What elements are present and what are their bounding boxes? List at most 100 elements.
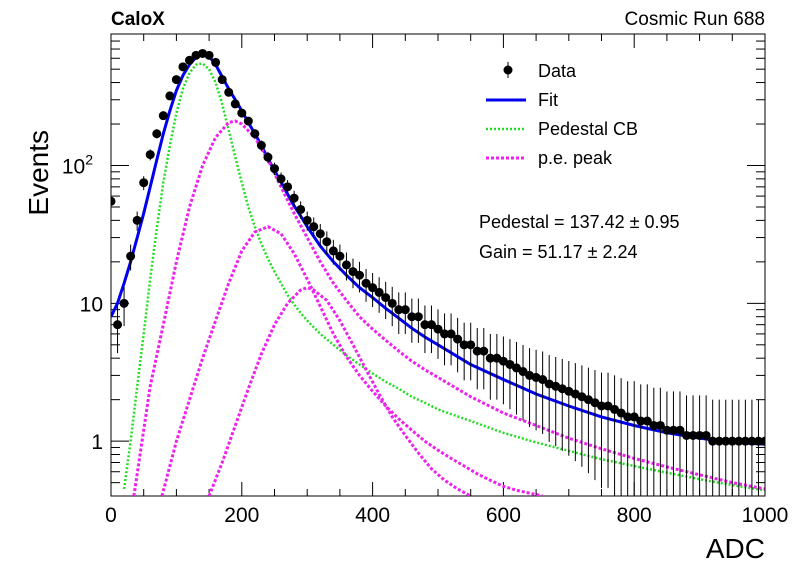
data-point [165,91,175,101]
curve-fit [111,52,765,446]
x-tick-label: 200 [224,504,259,527]
y-tick-label: 102 [62,152,93,179]
data-point [309,222,319,232]
legend: Data Fit Pedestal CB p.e. peak [486,61,638,168]
data-point [760,436,765,446]
data-point [224,87,234,97]
y-axis-title: Events [23,130,54,216]
data-point [394,305,404,315]
data-point [368,283,378,293]
data-point [721,436,731,446]
data-point [145,150,155,160]
data-point [426,320,436,330]
data-point [256,140,266,150]
data-point [695,430,705,440]
y-tick-label: 1 [91,431,103,454]
data-point [440,329,450,339]
data-point [217,75,227,85]
data-point [747,436,757,446]
data-point [538,375,548,385]
data-point [322,237,332,247]
data-point [518,367,528,377]
data-point [616,408,626,418]
axes: 0 200 400 600 800 1000 1 10 102 [62,33,789,527]
data-point [688,430,698,440]
x-tick-label: 600 [486,504,521,527]
x-tick-label: 800 [617,504,652,527]
data-point [111,196,116,206]
data-point [433,324,443,334]
data-point [171,75,181,85]
data-point [158,111,168,121]
data-point [315,229,325,239]
data-point [662,425,672,435]
data-point [682,430,692,440]
data-point [113,320,123,330]
data-point [629,412,639,422]
data-point [400,305,410,315]
data-point [668,425,678,435]
legend-pe-label: p.e. peak [538,148,613,168]
data-point [184,55,194,65]
legend-data-label: Data [538,61,577,81]
curve-pedestal-cb [122,62,765,492]
x-axis-title: ADC [706,533,765,564]
data-point [708,436,718,446]
data-point [649,420,659,430]
data-point [204,50,214,60]
curve-p-e-peak-3 [207,286,472,496]
data-point [374,287,384,297]
data-point [675,425,685,435]
data-point [276,174,286,184]
run-label: Cosmic Run 688 [625,9,765,30]
data-point [348,267,358,277]
data-point [139,178,149,188]
data-point [636,416,646,426]
legend-data-marker [503,65,513,75]
curve-p-e-peak-2 [160,225,543,496]
x-tick-label: 1000 [742,504,789,527]
data-point [727,436,737,446]
data-point [283,182,293,192]
data-point [472,346,482,356]
data-point [328,246,338,256]
data-point [701,430,711,440]
data-point [459,340,469,350]
data-point [381,293,391,303]
gain-annotation: Gain = 51.17 ± 2.24 [479,242,638,262]
data-point [413,312,423,322]
data-point [466,340,476,350]
data-point [420,320,430,330]
data-point [714,436,724,446]
data-point [511,363,521,373]
x-tick-label: 400 [355,504,390,527]
data-point [361,278,371,288]
data-point [407,312,417,322]
pedestal-annotation: Pedestal = 137.42 ± 0.95 [479,212,680,232]
data-point [132,215,142,225]
data-point [335,251,345,261]
data-point [597,401,606,411]
x-tick-label: 0 [105,504,117,527]
data-point [341,260,351,270]
data-point [655,420,665,430]
data-point [485,353,495,363]
data-point [211,57,221,67]
data-point [152,129,162,139]
data-point [296,204,306,214]
data-point [734,436,744,446]
data-point [178,62,188,72]
data-point [119,298,129,308]
data-point [355,270,365,280]
data-point [623,412,633,422]
y-tick-label: 10 [80,293,103,316]
data-point [302,215,312,225]
data-point [250,129,260,139]
data-point [230,99,240,109]
data-point [126,251,136,261]
experiment-label: CaloX [111,9,165,30]
data-point [446,329,456,339]
legend-fit-label: Fit [538,90,558,110]
data-point [243,116,253,126]
